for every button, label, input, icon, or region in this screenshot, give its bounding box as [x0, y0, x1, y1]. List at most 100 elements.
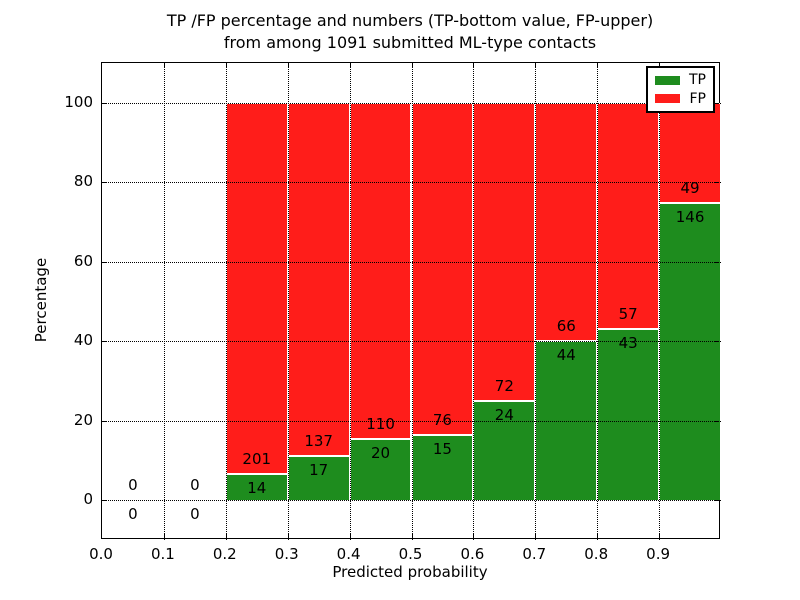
bar-tp-0.5: [411, 434, 474, 501]
fp-count-label: 110: [366, 415, 395, 434]
legend-entry-tp: TP: [655, 72, 706, 88]
bar-fp-0.9: [659, 102, 721, 203]
tp-count-label: 20: [371, 444, 391, 463]
fp-count-label: 0: [190, 476, 200, 495]
tp-swatch: [655, 75, 680, 85]
y-tick-right: [714, 341, 719, 343]
x-tick-label: 0.6: [460, 545, 485, 563]
y-tick-left: [102, 500, 107, 502]
x-tick-bottom: [287, 533, 289, 538]
x-tick-bottom: [163, 533, 165, 538]
x-tick-top: [535, 63, 537, 68]
gridline-y: [102, 102, 721, 104]
gridline-x: [225, 63, 227, 540]
tp-count-label: 0: [190, 505, 200, 524]
x-tick-label: 0.2: [212, 545, 237, 563]
legend: TP FP: [646, 66, 715, 113]
x-tick-label: 0.5: [398, 545, 423, 563]
y-tick-right: [714, 500, 719, 502]
bar-fp-0.7: [535, 102, 598, 342]
tp-count-label: 15: [432, 439, 452, 458]
x-tick-top: [473, 63, 475, 68]
y-axis-label: Percentage: [32, 257, 50, 343]
tp-count-label: 17: [309, 461, 329, 480]
gridline-y: [102, 500, 721, 502]
gridline-x: [535, 63, 537, 540]
x-axis-label: Predicted probability: [332, 563, 488, 581]
y-tick-label: 60: [73, 251, 93, 270]
fp-count-label: 57: [618, 305, 638, 324]
tp-count-label: 44: [556, 346, 576, 365]
bar-tp-0.2: [225, 474, 288, 501]
x-tick-top: [659, 63, 661, 68]
x-tick-bottom: [659, 533, 661, 538]
plot-area: 0 0 0 0 201 14 137 17 110 20 76 15 72 24 66 44 57 43 49 146: [101, 62, 721, 540]
bar-tp-0.9: [659, 202, 721, 501]
bar-tp-0.4: [349, 439, 412, 501]
y-tick-right: [714, 102, 719, 104]
x-tick-label: 0.9: [646, 545, 671, 563]
gridline-x: [659, 63, 661, 540]
y-tick-left: [102, 182, 107, 184]
bar-fp-0.3: [287, 102, 350, 457]
legend-entry-fp: FP: [655, 91, 706, 107]
fp-count-label: 137: [304, 432, 333, 451]
y-tick-right: [714, 182, 719, 184]
y-tick-label: 40: [73, 331, 93, 350]
x-tick-label: 0.4: [336, 545, 361, 563]
fp-swatch: [655, 94, 680, 104]
fp-count-label: 201: [242, 450, 272, 469]
bar-tp-0.8: [597, 329, 660, 501]
y-tick-left: [102, 261, 107, 263]
x-tick-top: [597, 63, 599, 68]
x-tick-label: 0.0: [89, 545, 113, 563]
y-tick-label: 20: [73, 410, 93, 429]
bar-fp-0.4: [349, 102, 412, 440]
fp-count-label: 66: [556, 317, 576, 336]
y-tick-left: [102, 341, 107, 343]
y-tick-right: [714, 261, 719, 263]
x-tick-label: 0.8: [584, 545, 609, 563]
x-tick-bottom: [225, 533, 227, 538]
y-tick-label: 0: [83, 490, 93, 509]
x-tick-top: [163, 63, 165, 68]
gridline-x: [349, 63, 351, 540]
x-tick-bottom: [349, 533, 351, 538]
x-tick-top: [411, 63, 413, 68]
legend-label: FP: [689, 90, 707, 107]
gridline-x: [287, 63, 289, 540]
x-tick-bottom: [535, 533, 537, 538]
chart-title-line1: TP /FP percentage and numbers (TP-bottom…: [166, 11, 654, 30]
bar-fp-0.5: [411, 102, 474, 435]
fp-count-label: 76: [432, 410, 452, 429]
tp-count-label: 43: [618, 334, 638, 353]
x-tick-top: [349, 63, 351, 68]
gridline-y: [102, 182, 721, 184]
gridline-x: [163, 63, 165, 540]
chart-title-line2: from among 1091 submitted ML-type contac…: [223, 33, 597, 52]
gridline-y: [102, 341, 721, 343]
gridline-y: [102, 261, 721, 263]
tp-count-label: 146: [675, 207, 705, 226]
fp-count-label: 49: [680, 178, 700, 197]
fp-count-label: 72: [494, 376, 514, 395]
x-tick-top: [287, 63, 289, 68]
y-tick-left: [102, 102, 107, 104]
x-tick-label: 0.1: [150, 545, 175, 563]
x-tick-bottom: [597, 533, 599, 538]
x-tick-label: 0.7: [522, 545, 547, 563]
gridline-x: [411, 63, 413, 540]
y-tick-right: [714, 420, 719, 422]
x-tick-top: [225, 63, 227, 68]
bar-tp-0.6: [473, 400, 536, 501]
x-tick-bottom: [411, 533, 413, 538]
fp-count-label: 0: [128, 476, 138, 495]
y-tick-label: 100: [64, 92, 93, 111]
x-tick-label: 0.3: [274, 545, 299, 563]
x-tick-bottom: [473, 533, 475, 538]
gridline-x: [473, 63, 475, 540]
tp-count-label: 24: [494, 405, 514, 424]
gridline-y: [102, 420, 721, 422]
tp-count-label: 0: [128, 505, 138, 524]
